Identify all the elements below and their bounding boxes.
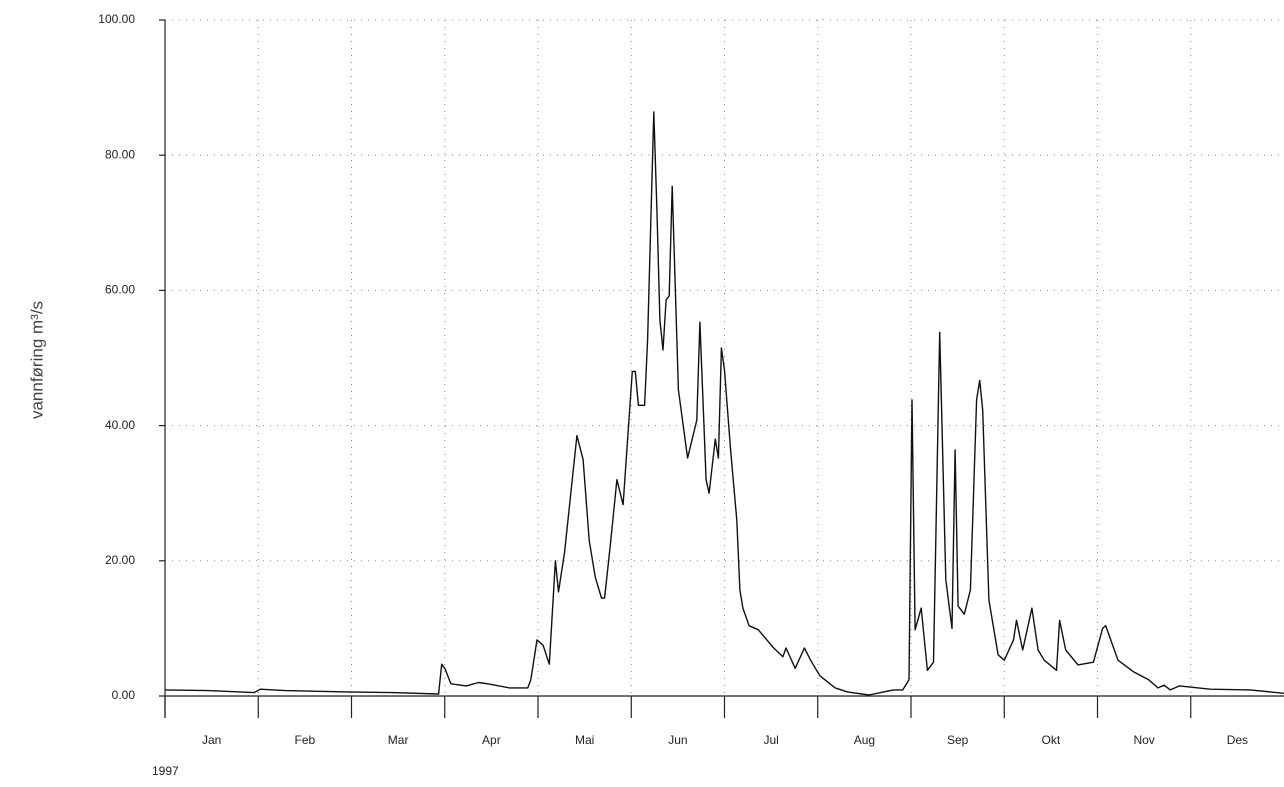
x-tick-label: Jan (202, 733, 221, 747)
y-tick-label: 0.00 (112, 688, 136, 702)
series-line (164, 111, 1284, 696)
y-tick-label: 20.00 (105, 553, 135, 567)
y-tick-label: 40.00 (105, 418, 135, 432)
x-tick-label: Jul (763, 733, 778, 747)
x-tick-label: Des (1227, 733, 1248, 747)
x-tick-label: Feb (295, 733, 316, 747)
x-tick-label: Mar (388, 733, 409, 747)
x-tick-label: Apr (482, 733, 501, 747)
year-label: 1997 (152, 764, 179, 778)
x-tick-label: Aug (854, 733, 875, 747)
x-tick-label: Mai (575, 733, 594, 747)
y-axis-label: vannføring m³/s (27, 301, 46, 419)
x-tick-label: Nov (1133, 733, 1154, 747)
y-tick-label: 100.00 (98, 12, 135, 26)
x-tick-label: Okt (1042, 733, 1061, 747)
y-tick-label: 60.00 (105, 283, 135, 297)
y-tick-label: 80.00 (105, 147, 135, 161)
x-tick-label: Jun (668, 733, 687, 747)
x-tick-label: Sep (947, 733, 969, 747)
